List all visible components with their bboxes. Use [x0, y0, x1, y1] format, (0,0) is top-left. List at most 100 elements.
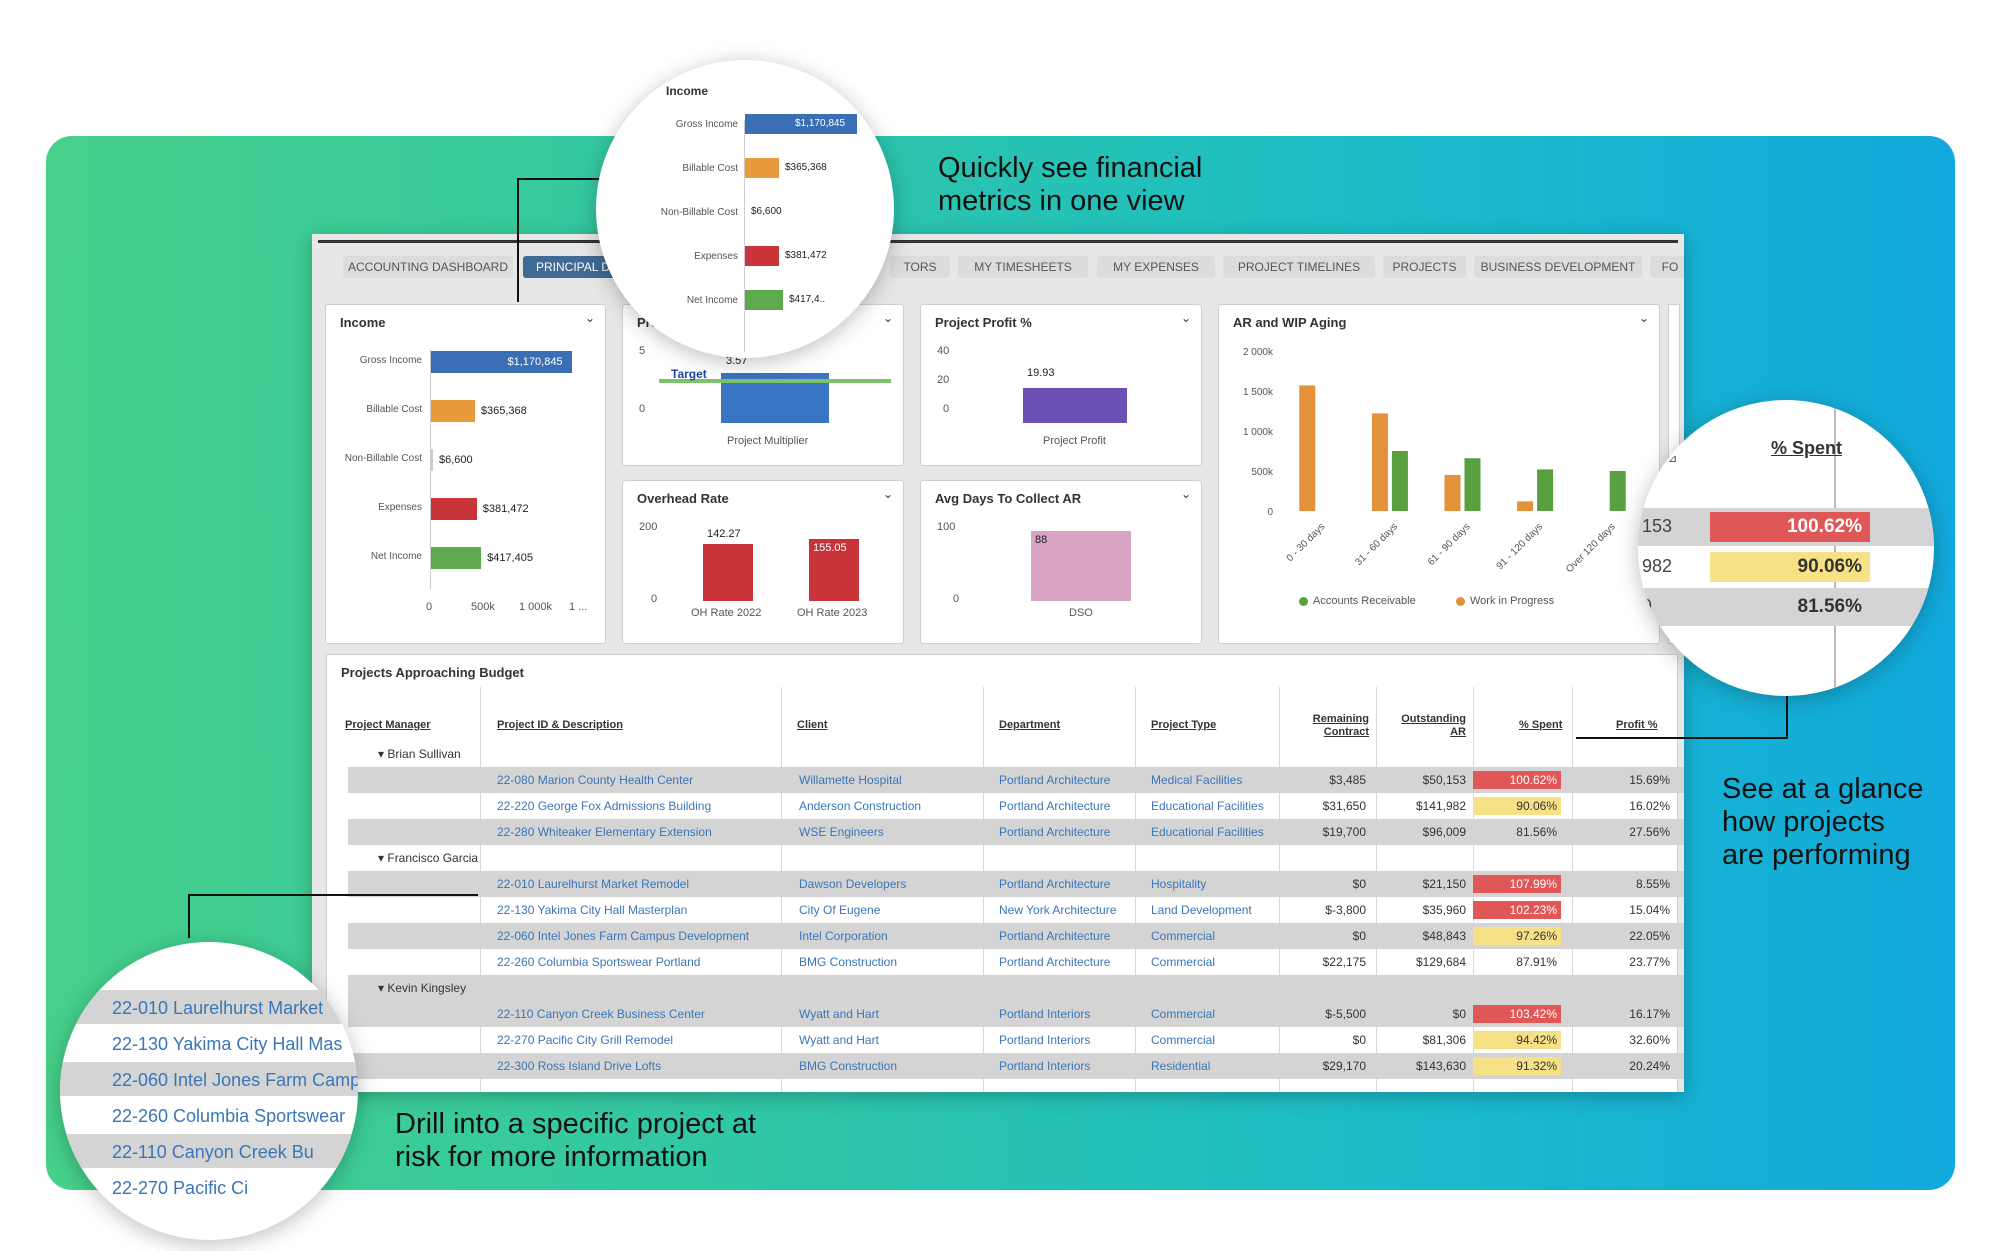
tab-bar: ACCOUNTING DASHBOARD PRINCIPAL D TORS MY…: [330, 256, 1684, 278]
zoom-project-link[interactable]: 22-110 Canyon Creek Bu: [112, 1142, 314, 1162]
table-row[interactable]: 22-270 Pacific City Grill Remodel Wyatt a…: [348, 1027, 1684, 1053]
cell-type[interactable]: Commercial: [1151, 955, 1216, 969]
cell-project[interactable]: 22-300 Ross Island Drive Lofts: [497, 1059, 662, 1073]
card-title: Income: [340, 315, 386, 330]
tab-my-expenses[interactable]: MY EXPENSES: [1097, 256, 1215, 278]
tab-more[interactable]: FO: [1650, 256, 1684, 278]
chevron-down-icon[interactable]: ⌄: [882, 311, 893, 325]
table-row[interactable]: 22-220 George Fox Admissions Building And…: [348, 793, 1684, 819]
table-row[interactable]: 22-080 Marion County Health Center Willam…: [348, 767, 1684, 793]
cell-type[interactable]: Commercial: [1151, 929, 1216, 943]
cell-department[interactable]: New York Architecture: [999, 903, 1117, 917]
table-row[interactable]: 22-280 Whiteaker Elementary Extension WSE…: [348, 819, 1684, 845]
cell-department[interactable]: Portland Interiors: [999, 1033, 1091, 1047]
cell-project[interactable]: 22-260 Columbia Sportswear Portland: [497, 955, 701, 969]
cell-client[interactable]: Intel Corporation: [799, 929, 888, 943]
cell-department[interactable]: Portland Architecture: [999, 825, 1111, 839]
zoom-project-link[interactable]: 22-060 Intel Jones Farm Camp: [112, 1070, 358, 1090]
leader-line: [517, 178, 602, 180]
y-tick: 2 000k: [1243, 347, 1274, 358]
table-row[interactable]: 22-130 Yakima City Hall Masterplan City O…: [348, 897, 1684, 923]
column-header-remaining[interactable]: Remaining Contract: [1287, 713, 1369, 739]
zoom-project-link[interactable]: 22-260 Columbia Sportswear: [112, 1106, 346, 1126]
cell-outstanding: $96,009: [1422, 825, 1466, 839]
income-value-label: $1,170,845: [507, 356, 563, 368]
cell-project[interactable]: 22-110 Canyon Creek Business Center: [497, 1007, 705, 1021]
cell-type[interactable]: Residential: [1151, 1059, 1211, 1073]
income-value-label: $381,472: [482, 503, 529, 515]
cell-project[interactable]: 22-080 Marion County Health Center: [497, 773, 694, 787]
cell-client[interactable]: BMG Construction: [799, 1059, 898, 1073]
table-row[interactable]: 22-260 Columbia Sportswear Portland BMG C…: [348, 949, 1684, 975]
group-header-row[interactable]: ▾ Kevin Kingsley: [348, 975, 1684, 1001]
cell-department[interactable]: Portland Interiors: [999, 1059, 1091, 1073]
column-header-client[interactable]: Client: [797, 719, 828, 731]
column-header-outstanding[interactable]: Outstanding AR: [1382, 713, 1466, 739]
cell-department[interactable]: Portland Interiors: [999, 1007, 1091, 1021]
group-header-row[interactable]: ▾ Brian Sullivan: [348, 741, 1684, 767]
cell-client[interactable]: Dawson Developers: [799, 877, 907, 891]
cell-outstanding: $48,843: [1422, 929, 1466, 943]
cell-client[interactable]: Wyatt and Hart: [799, 1007, 879, 1021]
cell-client[interactable]: WSE Engineers: [799, 825, 884, 839]
chevron-down-icon[interactable]: ⌄: [1638, 311, 1649, 325]
cell-department[interactable]: Portland Architecture: [999, 929, 1111, 943]
y-tick: 40: [937, 345, 950, 357]
cell-department[interactable]: Portland Architecture: [999, 773, 1111, 787]
tab-projects[interactable]: PROJECTS: [1383, 256, 1466, 278]
cell-project[interactable]: 22-220 George Fox Admissions Building: [497, 799, 712, 813]
zoom-project-link[interactable]: 22-270 Pacific Ci: [112, 1178, 249, 1198]
cell-department[interactable]: Portland Architecture: [999, 955, 1111, 969]
bar-value-label: 155.05: [813, 541, 847, 554]
cell-client[interactable]: Willamette Hospital: [799, 773, 902, 787]
table-row[interactable]: 22-010 Laurelhurst Market Remodel Dawson …: [348, 871, 1684, 897]
chevron-down-icon[interactable]: ⌄: [882, 487, 893, 501]
header-line: Remaining: [1312, 713, 1369, 725]
chevron-down-icon[interactable]: ⌄: [1180, 487, 1191, 501]
zoom-spent-value: 100.62%: [1710, 512, 1870, 542]
zoom-project-link[interactable]: 22-130 Yakima City Hall Mas: [112, 1034, 343, 1054]
cell-type[interactable]: Commercial: [1151, 1007, 1216, 1021]
cell-client[interactable]: Wyatt and Hart: [799, 1033, 879, 1047]
cell-spent: 102.23%: [1473, 901, 1561, 919]
tab-business-development[interactable]: BUSINESS DEVELOPMENT: [1474, 256, 1642, 278]
cell-project[interactable]: 22-060 Intel Jones Farm Campus Developme…: [497, 929, 750, 943]
column-header-spent[interactable]: % Spent: [1519, 719, 1563, 731]
group-header-row[interactable]: ▾ Francisco Garcia: [348, 845, 1684, 871]
cell-type[interactable]: Land Development: [1151, 903, 1252, 917]
y-tick: 0: [953, 593, 960, 605]
legend-accounts-receivable[interactable]: Accounts Receivable: [1313, 595, 1416, 607]
column-header-manager[interactable]: Project Manager: [345, 719, 431, 731]
cell-department[interactable]: Portland Architecture: [999, 799, 1111, 813]
cell-type[interactable]: Educational Facilities: [1151, 825, 1264, 839]
cell-client[interactable]: BMG Construction: [799, 955, 898, 969]
table-row[interactable]: 22-110 Canyon Creek Business Center Wyatt…: [348, 1001, 1684, 1027]
legend-work-in-progress[interactable]: Work in Progress: [1470, 595, 1555, 607]
zoom-income-label: Billable Cost: [682, 163, 738, 174]
tab-principal-dashboard[interactable]: PRINCIPAL D: [523, 256, 623, 278]
cell-client[interactable]: City Of Eugene: [799, 903, 881, 917]
cell-project[interactable]: 22-130 Yakima City Hall Masterplan: [497, 903, 688, 917]
cell-client[interactable]: Anderson Construction: [799, 799, 922, 813]
chevron-down-icon[interactable]: ⌄: [1180, 311, 1191, 325]
cell-project[interactable]: 22-270 Pacific City Grill Remodel: [497, 1033, 674, 1047]
tab-project-timelines[interactable]: PROJECT TIMELINES: [1223, 256, 1375, 278]
column-header-type[interactable]: Project Type: [1151, 719, 1217, 731]
table-row[interactable]: 22-060 Intel Jones Farm Campus Developme…: [348, 923, 1684, 949]
table-row[interactable]: 22-300 Ross Island Drive Lofts BMG Constr…: [348, 1053, 1684, 1079]
tab-accounting-dashboard[interactable]: ACCOUNTING DASHBOARD: [343, 256, 513, 278]
chevron-down-icon[interactable]: ⌄: [584, 311, 595, 325]
tab-monitors[interactable]: TORS: [890, 256, 950, 278]
zoom-project-link[interactable]: 22-010 Laurelhurst Market: [112, 998, 324, 1018]
cell-type[interactable]: Medical Facilities: [1151, 773, 1243, 787]
cell-project[interactable]: 22-010 Laurelhurst Market Remodel: [497, 877, 690, 891]
cell-type[interactable]: Hospitality: [1151, 877, 1207, 891]
column-header-project[interactable]: Project ID & Description: [497, 719, 623, 731]
tab-my-timesheets[interactable]: MY TIMESHEETS: [958, 256, 1088, 278]
column-header-department[interactable]: Department: [999, 719, 1061, 731]
cell-department[interactable]: Portland Architecture: [999, 877, 1111, 891]
cell-project[interactable]: 22-280 Whiteaker Elementary Extension: [497, 825, 712, 839]
cell-type[interactable]: Commercial: [1151, 1033, 1216, 1047]
cell-type[interactable]: Educational Facilities: [1151, 799, 1264, 813]
column-header-profit[interactable]: Profit %: [1616, 719, 1658, 731]
